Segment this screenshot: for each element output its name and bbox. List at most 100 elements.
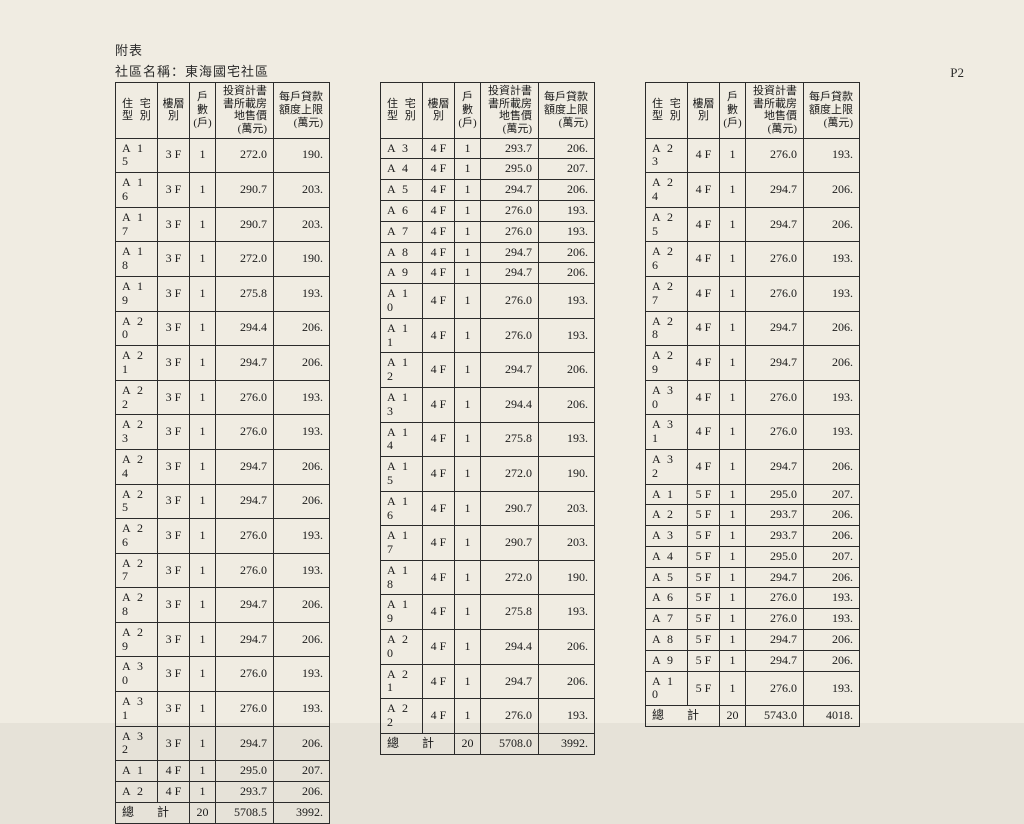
- housing-table: 住 宅型 別樓層別戶數(戶)投資計書書所載房地售價(萬元)每戶貸款額度上限(萬元…: [645, 82, 860, 727]
- cell-loan: 206.: [539, 138, 595, 159]
- cell-price: 276.0: [746, 380, 804, 415]
- table-row: A 3 03 F1276.0193.: [116, 657, 330, 692]
- cell-price: 294.7: [481, 664, 539, 699]
- cell-loan: 207.: [804, 546, 860, 567]
- cell-type: A 2 1: [381, 664, 423, 699]
- cell-type: A 2 7: [646, 276, 688, 311]
- cell-floor: 5 F: [688, 546, 720, 567]
- cell-type: A 2 5: [116, 484, 158, 519]
- cell-price: 272.0: [481, 457, 539, 492]
- cell-type: A 2: [116, 782, 158, 803]
- cell-units: 1: [720, 449, 746, 484]
- cell-price: 294.7: [746, 173, 804, 208]
- total-units: 20: [720, 706, 746, 727]
- cell-units: 1: [720, 415, 746, 450]
- table-row: A 3 23 F1294.7206.: [116, 726, 330, 761]
- table-row: A 1 64 F1290.7203.: [381, 491, 595, 526]
- cell-floor: 5 F: [688, 526, 720, 547]
- table-row: A 85 F1294.7206.: [646, 630, 860, 651]
- cell-units: 1: [190, 761, 216, 782]
- col-loan-header: 每戶貸款額度上限(萬元): [274, 83, 330, 139]
- cell-type: A 6: [646, 588, 688, 609]
- cell-type: A 8: [381, 242, 423, 263]
- cell-floor: 3 F: [158, 415, 190, 450]
- total-loan: 3992.: [539, 733, 595, 754]
- total-label: 總 計: [381, 733, 455, 754]
- total-price: 5743.0: [746, 706, 804, 727]
- cell-units: 1: [190, 519, 216, 554]
- cell-floor: 4 F: [688, 276, 720, 311]
- cell-floor: 5 F: [688, 671, 720, 706]
- cell-loan: 206.: [804, 567, 860, 588]
- cell-type: A 2 7: [116, 553, 158, 588]
- cell-price: 294.4: [481, 630, 539, 665]
- cell-loan: 203.: [274, 207, 330, 242]
- cell-price: 276.0: [216, 553, 274, 588]
- cell-floor: 4 F: [423, 560, 455, 595]
- table-header-row: 住 宅型 別樓層別戶數(戶)投資計書書所載房地售價(萬元)每戶貸款額度上限(萬元…: [116, 83, 330, 139]
- cell-floor: 3 F: [158, 726, 190, 761]
- cell-type: A 3 2: [646, 449, 688, 484]
- table-row: A 2 63 F1276.0193.: [116, 519, 330, 554]
- table-row: A 84 F1294.7206.: [381, 242, 595, 263]
- table-total-row: 總 計205743.04018.: [646, 706, 860, 727]
- table-row: A 64 F1276.0193.: [381, 200, 595, 221]
- cell-price: 295.0: [746, 484, 804, 505]
- cell-units: 1: [190, 657, 216, 692]
- cell-type: A 1 5: [381, 457, 423, 492]
- cell-type: A 1 1: [381, 318, 423, 353]
- cell-type: A 2 2: [381, 699, 423, 734]
- cell-type: A 3 0: [646, 380, 688, 415]
- cell-loan: 207.: [539, 159, 595, 180]
- table-row: A 2 34 F1276.0193.: [646, 138, 860, 173]
- cell-type: A 1 7: [116, 207, 158, 242]
- cell-type: A 1: [116, 761, 158, 782]
- cell-units: 1: [720, 311, 746, 346]
- cell-units: 1: [190, 173, 216, 208]
- cell-type: A 1 6: [381, 491, 423, 526]
- col-floor-header: 樓層別: [423, 83, 455, 139]
- cell-price: 295.0: [216, 761, 274, 782]
- cell-type: A 1 0: [381, 284, 423, 319]
- cell-floor: 4 F: [688, 173, 720, 208]
- total-units: 20: [455, 733, 481, 754]
- cell-floor: 4 F: [688, 449, 720, 484]
- cell-loan: 190.: [274, 138, 330, 173]
- cell-floor: 4 F: [423, 138, 455, 159]
- cell-floor: 4 F: [423, 422, 455, 457]
- cell-floor: 3 F: [158, 207, 190, 242]
- cell-units: 1: [455, 664, 481, 699]
- table-row: A 94 F1294.7206.: [381, 263, 595, 284]
- cell-loan: 206.: [274, 484, 330, 519]
- cell-loan: 206.: [804, 207, 860, 242]
- table-row: A 2 73 F1276.0193.: [116, 553, 330, 588]
- cell-units: 1: [455, 630, 481, 665]
- table-row: A 1 14 F1276.0193.: [381, 318, 595, 353]
- cell-units: 1: [455, 180, 481, 201]
- cell-type: A 2 8: [116, 588, 158, 623]
- cell-loan: 193.: [804, 380, 860, 415]
- table-row: A 1 44 F1275.8193.: [381, 422, 595, 457]
- cell-price: 294.7: [746, 630, 804, 651]
- cell-units: 1: [190, 380, 216, 415]
- table-row: A 1 53 F1272.0190.: [116, 138, 330, 173]
- cell-type: A 1 7: [381, 526, 423, 561]
- cell-floor: 4 F: [423, 526, 455, 561]
- cell-units: 1: [455, 387, 481, 422]
- cell-units: 1: [720, 505, 746, 526]
- cell-units: 1: [720, 380, 746, 415]
- table-row: A 25 F1293.7206.: [646, 505, 860, 526]
- cell-price: 276.0: [481, 699, 539, 734]
- cell-price: 294.4: [216, 311, 274, 346]
- total-price: 5708.5: [216, 802, 274, 823]
- table-row: A 2 13 F1294.7206.: [116, 346, 330, 381]
- cell-loan: 193.: [539, 221, 595, 242]
- cell-floor: 3 F: [158, 449, 190, 484]
- cell-loan: 206.: [539, 353, 595, 388]
- cell-type: A 5: [381, 180, 423, 201]
- cell-floor: 4 F: [158, 782, 190, 803]
- cell-type: A 1: [646, 484, 688, 505]
- cell-floor: 4 F: [158, 761, 190, 782]
- cell-price: 294.7: [481, 180, 539, 201]
- col-units-header: 戶數(戶): [720, 83, 746, 139]
